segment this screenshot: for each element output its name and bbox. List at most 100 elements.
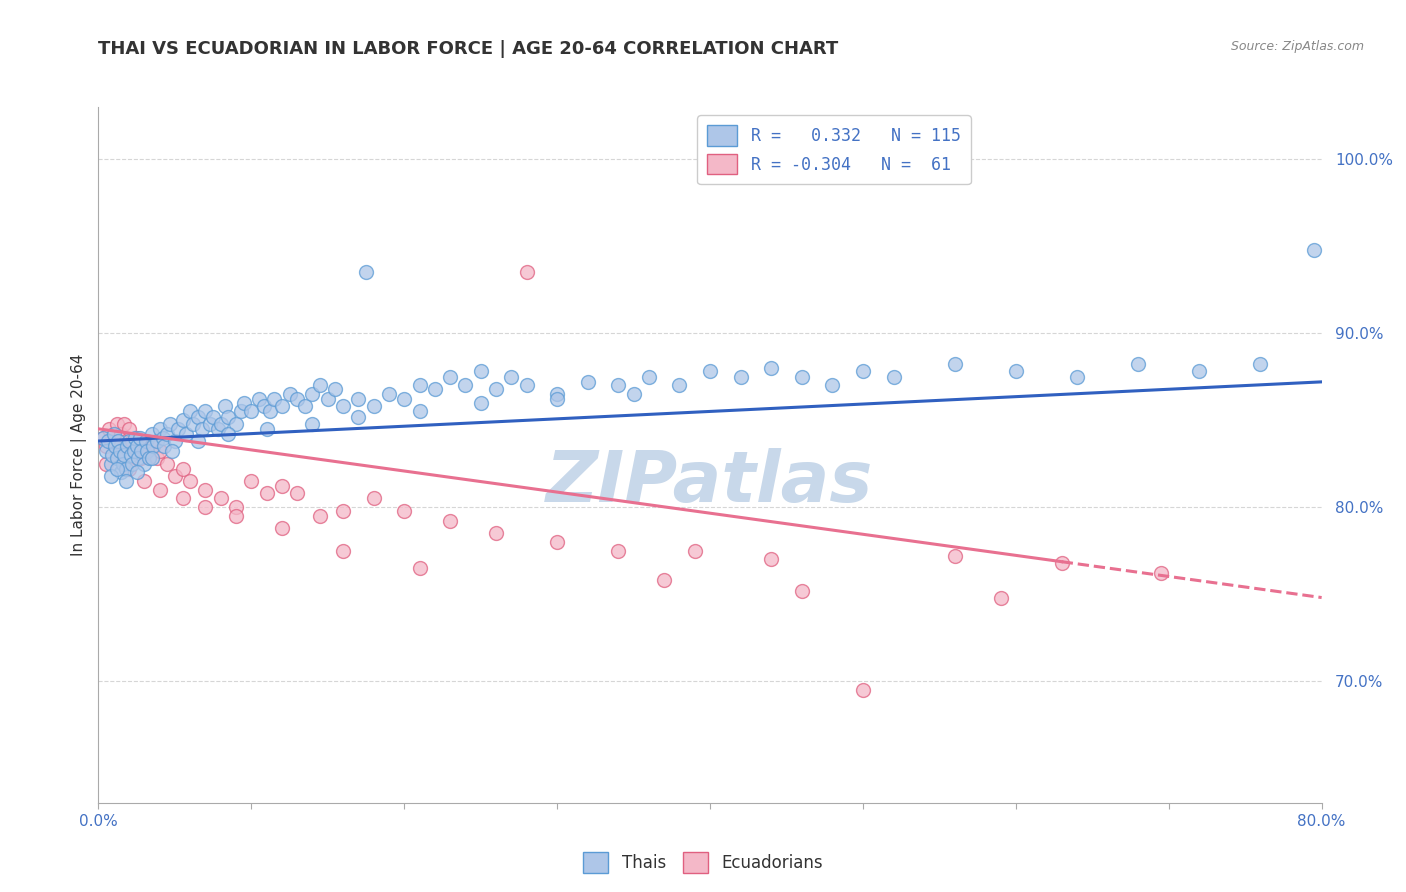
- Point: [252, 399, 274, 413]
- Point: [122, 444, 145, 458]
- Point: [1249, 358, 1271, 372]
- Point: [232, 395, 254, 409]
- Point: [217, 409, 239, 424]
- Point: [1066, 369, 1088, 384]
- Point: [159, 417, 181, 431]
- Point: [209, 417, 232, 431]
- Point: [121, 434, 143, 448]
- Point: [194, 500, 217, 514]
- Point: [105, 451, 128, 466]
- Text: ZIPatlas: ZIPatlas: [547, 449, 873, 517]
- Point: [138, 451, 160, 466]
- Point: [104, 439, 127, 453]
- Point: [516, 378, 538, 392]
- Point: [187, 409, 209, 424]
- Point: [546, 534, 568, 549]
- Point: [256, 486, 278, 500]
- Point: [111, 457, 134, 471]
- Point: [100, 457, 122, 471]
- Point: [115, 474, 138, 488]
- Point: [115, 434, 138, 448]
- Point: [118, 462, 141, 476]
- Point: [134, 457, 156, 471]
- Point: [240, 474, 263, 488]
- Point: [759, 552, 782, 566]
- Point: [790, 583, 813, 598]
- Point: [214, 399, 236, 413]
- Legend: R =   0.332   N = 115, R = -0.304   N =  61: R = 0.332 N = 115, R = -0.304 N = 61: [697, 115, 970, 185]
- Point: [112, 417, 135, 431]
- Point: [354, 265, 377, 279]
- Point: [229, 404, 252, 418]
- Point: [1303, 243, 1326, 257]
- Point: [91, 430, 114, 444]
- Point: [546, 392, 568, 407]
- Point: [179, 404, 201, 418]
- Point: [209, 491, 232, 506]
- Point: [332, 543, 354, 558]
- Point: [125, 430, 148, 444]
- Point: [217, 427, 239, 442]
- Point: [181, 417, 204, 431]
- Point: [94, 439, 117, 453]
- Point: [120, 448, 142, 462]
- Legend: Thais, Ecuadorians: Thais, Ecuadorians: [576, 846, 830, 880]
- Point: [167, 422, 190, 436]
- Point: [118, 422, 141, 436]
- Point: [316, 392, 339, 407]
- Point: [121, 457, 143, 471]
- Point: [134, 474, 156, 488]
- Point: [207, 422, 229, 436]
- Point: [363, 491, 385, 506]
- Point: [108, 444, 131, 458]
- Point: [485, 382, 508, 396]
- Point: [129, 451, 152, 466]
- Point: [153, 439, 176, 453]
- Point: [623, 387, 645, 401]
- Point: [98, 422, 121, 436]
- Point: [423, 382, 446, 396]
- Point: [142, 439, 165, 453]
- Point: [270, 399, 292, 413]
- Point: [128, 439, 150, 453]
- Point: [247, 392, 270, 407]
- Point: [152, 430, 174, 444]
- Point: [439, 369, 461, 384]
- Point: [607, 543, 630, 558]
- Point: [141, 439, 163, 453]
- Point: [194, 404, 217, 418]
- Point: [408, 378, 430, 392]
- Point: [125, 465, 148, 479]
- Point: [108, 439, 131, 453]
- Point: [136, 434, 159, 448]
- Point: [1188, 364, 1211, 378]
- Point: [110, 427, 132, 442]
- Point: [683, 543, 706, 558]
- Point: [198, 417, 221, 431]
- Y-axis label: In Labor Force | Age 20-64: In Labor Force | Age 20-64: [72, 354, 87, 556]
- Point: [347, 392, 370, 407]
- Point: [174, 427, 197, 442]
- Point: [454, 378, 477, 392]
- Point: [821, 378, 844, 392]
- Point: [225, 417, 247, 431]
- Point: [187, 434, 209, 448]
- Point: [225, 508, 247, 523]
- Point: [652, 573, 675, 587]
- Point: [112, 448, 135, 462]
- Point: [309, 378, 332, 392]
- Point: [278, 387, 301, 401]
- Point: [118, 434, 141, 448]
- Point: [202, 409, 225, 424]
- Point: [470, 364, 492, 378]
- Point: [1128, 358, 1150, 372]
- Point: [325, 382, 347, 396]
- Point: [145, 434, 167, 448]
- Point: [134, 444, 156, 458]
- Point: [100, 434, 122, 448]
- Point: [160, 444, 183, 458]
- Point: [1150, 566, 1173, 581]
- Point: [363, 399, 385, 413]
- Point: [637, 369, 661, 384]
- Point: [163, 468, 186, 483]
